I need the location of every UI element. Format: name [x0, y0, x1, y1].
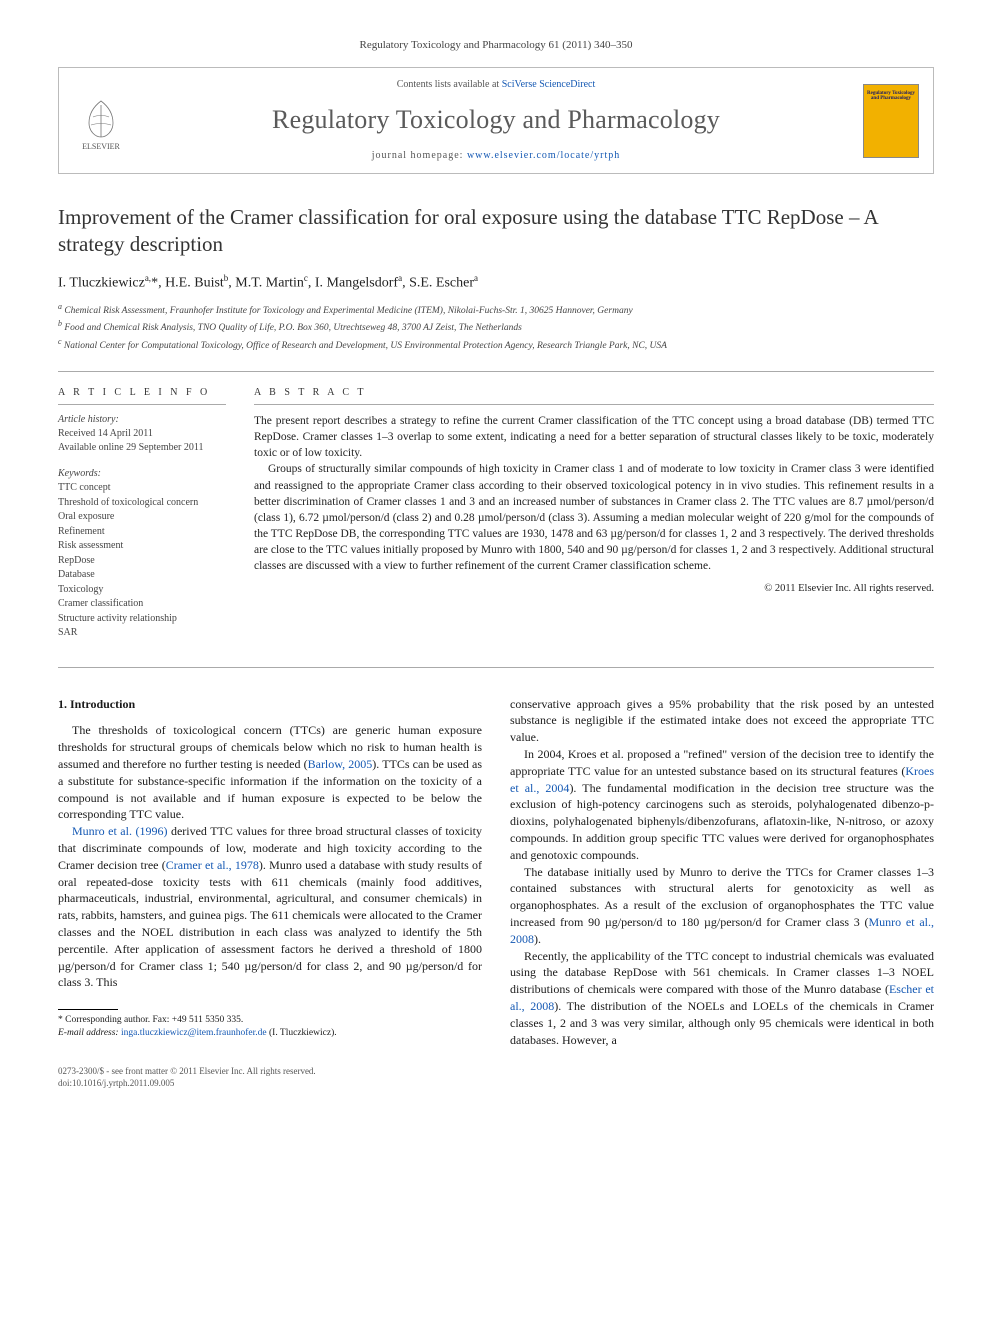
intro-p4: The database initially used by Munro to … [510, 864, 934, 948]
keyword-item: TTC concept [58, 481, 226, 496]
intro-p3: In 2004, Kroes et al. proposed a "refine… [510, 746, 934, 864]
corresponding-author-note: * Corresponding author. Fax: +49 511 535… [58, 1014, 482, 1027]
affiliation-1: a Chemical Risk Assessment, Fraunhofer I… [58, 301, 934, 318]
page-footer: 0273-2300/$ - see front matter © 2011 El… [58, 1066, 934, 1089]
ref-cramer-1978[interactable]: Cramer et al., 1978 [166, 858, 259, 872]
journal-cover-thumbnail: Regulatory Toxicology and Pharmacology [863, 84, 919, 158]
ref-barlow-2005[interactable]: Barlow, 2005 [308, 757, 373, 771]
ref-munro-1996[interactable]: Munro et al. (1996) [72, 824, 167, 838]
elsevier-logo: ELSEVIER [73, 89, 129, 153]
keyword-item: RepDose [58, 554, 226, 569]
abstract-p1: The present report describes a strategy … [254, 413, 934, 461]
keywords-label: Keywords: [58, 467, 226, 481]
abstract-block: A B S T R A C T The present report descr… [254, 386, 934, 653]
keyword-item: Cramer classification [58, 597, 226, 612]
keyword-item: SAR [58, 626, 226, 641]
footnote-rule [58, 1009, 118, 1010]
journal-title: Regulatory Toxicology and Pharmacology [143, 102, 849, 138]
corresponding-email-link[interactable]: inga.tluczkiewicz@item.fraunhofer.de [121, 1028, 267, 1038]
tree-icon [79, 97, 123, 141]
article-info-heading: A R T I C L E I N F O [58, 386, 226, 405]
received-date: Received 14 April 2011 [58, 427, 226, 441]
intro-p2: Munro et al. (1996) derived TTC values f… [58, 823, 482, 991]
intro-p2-cont: conservative approach gives a 95% probab… [510, 696, 934, 746]
author-list: I. Tluczkiewicza,*, H.E. Buistb, M.T. Ma… [58, 272, 934, 293]
keyword-item: Oral exposure [58, 510, 226, 525]
article-history: Article history: Received 14 April 2011 … [58, 413, 226, 455]
article-info-sidebar: A R T I C L E I N F O Article history: R… [58, 386, 226, 653]
journal-homepage-line: journal homepage: www.elsevier.com/locat… [143, 149, 849, 163]
sciencedirect-link[interactable]: SciVerse ScienceDirect [502, 79, 596, 90]
intro-p5: Recently, the applicability of the TTC c… [510, 948, 934, 1049]
affiliation-3: c National Center for Computational Toxi… [58, 336, 934, 353]
journal-header-box: ELSEVIER Contents lists available at Sci… [58, 67, 934, 173]
section-heading-intro: 1. Introduction [58, 696, 482, 713]
footer-doi: doi:10.1016/j.yrtph.2011.09.005 [58, 1078, 934, 1090]
info-abstract-row: A R T I C L E I N F O Article history: R… [58, 371, 934, 668]
cover-title: Regulatory Toxicology and Pharmacology [864, 91, 918, 102]
email-line: E-mail address: inga.tluczkiewicz@item.f… [58, 1027, 482, 1040]
email-label: E-mail address: [58, 1028, 119, 1038]
history-label: Article history: [58, 413, 226, 427]
footer-copyright: 0273-2300/$ - see front matter © 2011 El… [58, 1066, 934, 1078]
journal-reference: Regulatory Toxicology and Pharmacology 6… [58, 38, 934, 53]
keyword-item: Risk assessment [58, 539, 226, 554]
article-title: Improvement of the Cramer classification… [58, 204, 934, 258]
keyword-item: Database [58, 568, 226, 583]
keyword-item: Toxicology [58, 583, 226, 598]
online-date: Available online 29 September 2011 [58, 441, 226, 455]
journal-homepage-link[interactable]: www.elsevier.com/locate/yrtph [467, 150, 620, 161]
left-column: 1. Introduction The thresholds of toxico… [58, 696, 482, 1049]
right-column: conservative approach gives a 95% probab… [510, 696, 934, 1049]
keyword-item: Threshold of toxicological concern [58, 496, 226, 511]
copyright-line: © 2011 Elsevier Inc. All rights reserved… [254, 582, 934, 597]
abstract-heading: A B S T R A C T [254, 386, 934, 405]
keyword-item: Structure activity relationship [58, 612, 226, 627]
affiliations-list: a Chemical Risk Assessment, Fraunhofer I… [58, 301, 934, 353]
abstract-p2: Groups of structurally similar compounds… [254, 461, 934, 574]
intro-p1: The thresholds of toxicological concern … [58, 722, 482, 823]
keywords-block: Keywords: TTC conceptThreshold of toxico… [58, 467, 226, 641]
affiliation-2: b Food and Chemical Risk Analysis, TNO Q… [58, 318, 934, 335]
contents-lists-line: Contents lists available at SciVerse Sci… [143, 78, 849, 92]
header-center: Contents lists available at SciVerse Sci… [129, 78, 863, 162]
body-two-column: 1. Introduction The thresholds of toxico… [58, 696, 934, 1049]
keyword-item: Refinement [58, 525, 226, 540]
